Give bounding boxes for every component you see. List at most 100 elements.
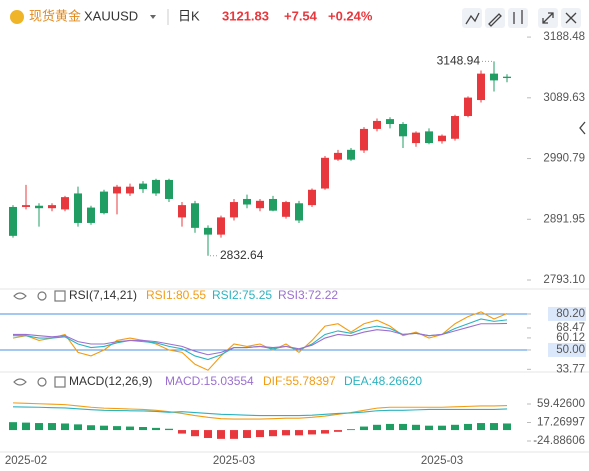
instrument-name[interactable]: 现货黄金 <box>29 8 81 23</box>
candle-body <box>87 207 95 223</box>
candle-body <box>9 206 17 236</box>
macd-bar <box>22 422 30 431</box>
rsi-title: RSI(7,14,21) <box>69 288 137 302</box>
x-tick-label: 2025-03 <box>421 455 463 467</box>
eye-icon[interactable] <box>13 378 27 386</box>
macd-bar <box>360 426 368 431</box>
y-tick-label: -24.88606 <box>533 435 585 447</box>
eye-icon[interactable] <box>13 292 27 300</box>
x-tick-label: 2025-03 <box>213 455 255 467</box>
macd-bar <box>464 423 472 431</box>
candle-body <box>438 135 446 142</box>
legend-entry: DIF:55.78397 <box>263 374 336 388</box>
macd-bar <box>386 423 394 431</box>
indicator-line <box>13 322 508 356</box>
macd-bar <box>35 423 43 431</box>
y-tick-label: 3188.48 <box>543 31 585 43</box>
macd-bar <box>61 423 69 431</box>
candle-body <box>373 120 381 129</box>
macd-bar <box>74 424 82 431</box>
tool-expand-icon <box>542 12 554 24</box>
legend-entry: RSI3:72.22 <box>278 288 338 302</box>
macd-bar <box>308 430 316 435</box>
toolbar <box>462 8 586 135</box>
symbol[interactable]: XAUUSD <box>84 8 138 23</box>
candle-body <box>217 217 225 235</box>
macd-title: MACD(12,26,9) <box>69 374 152 388</box>
candle-body <box>126 186 134 194</box>
candle-body <box>230 202 238 218</box>
gear-icon[interactable] <box>37 377 47 387</box>
y-tick-label: 33.77 <box>556 363 585 375</box>
macd-bar <box>412 424 420 431</box>
candle-body <box>360 128 368 151</box>
candle-body <box>503 76 511 79</box>
candle-body <box>35 205 43 209</box>
candle-body <box>243 198 251 205</box>
tool-candle[interactable] <box>508 8 528 28</box>
macd-bar <box>321 430 329 434</box>
x-tick-label: 2025-02 <box>5 455 47 467</box>
macd-bar <box>490 423 498 431</box>
y-tick-label: 80.20 <box>556 308 585 320</box>
y-tick-label: 17.26997 <box>537 417 585 429</box>
macd-bar <box>217 430 225 439</box>
candle-body <box>412 132 420 144</box>
macd-bar <box>152 427 160 431</box>
macd-bar <box>295 430 303 436</box>
legend-entry: DEA:48.26620 <box>344 374 422 388</box>
candle-body <box>399 124 407 137</box>
macd-bar <box>334 430 342 432</box>
gear-icon[interactable] <box>37 291 47 301</box>
macd-bar <box>256 430 264 438</box>
indicator-line <box>12 311 508 371</box>
macd-bar <box>282 430 290 436</box>
macd-bar <box>373 424 381 431</box>
macd-bar <box>477 423 485 431</box>
macd-bar <box>191 430 199 437</box>
tool-indicator-icon <box>465 12 480 25</box>
indicator-line <box>12 406 508 417</box>
collapse-arrow[interactable] <box>579 121 586 135</box>
dropdown-arrow[interactable] <box>150 15 156 19</box>
gold-icon <box>10 10 24 24</box>
candle-body <box>152 179 160 194</box>
candle-body <box>48 205 56 209</box>
macd-bar <box>100 425 108 431</box>
candle-body <box>61 197 69 210</box>
last-price: 3121.83 <box>222 8 269 23</box>
low-annotation: 2832.64 <box>220 248 264 262</box>
y-tick-label: 2891.95 <box>543 213 585 225</box>
macd-bar <box>230 430 238 439</box>
macd-bar <box>204 430 212 438</box>
candle-body <box>256 200 264 209</box>
candle-body <box>386 119 394 125</box>
macd-bar <box>243 430 251 438</box>
y-tick-label: 3089.63 <box>543 92 585 104</box>
macd-bar <box>139 427 147 431</box>
macd-bar <box>347 429 355 431</box>
candle-body <box>334 152 342 160</box>
checkbox[interactable] <box>54 290 66 302</box>
y-tick-label: 60.12 <box>556 332 585 344</box>
macd-bar <box>165 428 173 431</box>
candle-body <box>282 202 290 217</box>
macd-bar <box>269 430 277 437</box>
y-tick-label: 68.47 <box>556 322 585 334</box>
indicator-line <box>12 402 508 420</box>
macd-bar <box>425 425 433 431</box>
candle-body <box>451 116 459 139</box>
candle-body <box>490 73 498 81</box>
tool-close-icon <box>565 12 577 24</box>
macd-bar <box>503 423 511 431</box>
candle-body <box>191 203 199 228</box>
candle-body <box>347 149 355 160</box>
macd-bar <box>451 424 459 431</box>
y-tick-label: 2990.79 <box>543 153 585 165</box>
period[interactable]: 日K <box>178 8 200 23</box>
y-tick-label: 50.00 <box>556 344 585 356</box>
legend-entry: MACD:15.03554 <box>165 374 254 388</box>
checkbox[interactable] <box>54 376 66 388</box>
